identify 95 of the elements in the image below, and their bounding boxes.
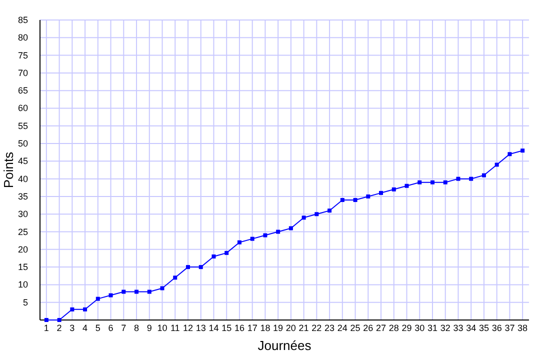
point xyxy=(160,286,164,290)
point xyxy=(147,290,152,294)
x-tick-label: 13 xyxy=(196,323,206,333)
point xyxy=(456,176,460,181)
x-tick-label: 1 xyxy=(44,323,49,333)
x-tick-label: 31 xyxy=(427,323,438,333)
point xyxy=(340,198,344,202)
x-tick-label: 26 xyxy=(363,323,374,333)
x-tick-label: 12 xyxy=(182,323,193,333)
x-tick-label: 29 xyxy=(402,323,412,333)
point xyxy=(186,265,190,270)
x-axis-title: Journées xyxy=(258,338,312,353)
x-tick-label: 5 xyxy=(95,323,100,333)
x-tick-label: 27 xyxy=(376,323,386,333)
point xyxy=(379,190,384,195)
x-tick-label: 11 xyxy=(170,323,180,333)
point xyxy=(443,180,448,184)
point xyxy=(392,187,396,192)
point xyxy=(469,176,474,181)
y-tick-label: 75 xyxy=(18,50,28,60)
x-tick-label: 7 xyxy=(121,323,126,333)
point xyxy=(328,208,332,213)
point xyxy=(404,184,409,188)
point xyxy=(353,198,358,202)
point xyxy=(83,307,88,312)
x-tick-label: 25 xyxy=(350,323,360,333)
point xyxy=(237,240,242,244)
y-tick-label: 55 xyxy=(18,120,28,131)
point xyxy=(224,250,229,255)
x-tick-label: 10 xyxy=(157,323,168,333)
point xyxy=(482,173,486,178)
point xyxy=(44,318,48,322)
point xyxy=(302,216,306,220)
y-tick-label: 20 xyxy=(18,244,28,254)
x-tick-label: 9 xyxy=(146,323,152,333)
point xyxy=(263,233,268,238)
point xyxy=(418,180,422,184)
y-tick-label: 60 xyxy=(18,103,28,114)
x-tick-label: 14 xyxy=(208,323,219,333)
y-tick-label: 70 xyxy=(18,68,28,78)
x-tick-label: 24 xyxy=(337,323,348,333)
point xyxy=(508,152,512,156)
x-tick-label: 30 xyxy=(414,323,425,333)
y-tick-label: 30 xyxy=(18,209,28,220)
y-tick-label: 35 xyxy=(18,191,28,202)
x-tick-label: 18 xyxy=(260,323,270,333)
point xyxy=(250,236,254,241)
x-tick-label: 2 xyxy=(56,323,62,333)
point xyxy=(494,162,499,167)
point xyxy=(96,296,100,301)
y-tick-label: 40 xyxy=(18,174,28,184)
x-tick-label: 15 xyxy=(222,323,232,333)
x-tick-label: 35 xyxy=(478,323,489,333)
point xyxy=(520,148,525,153)
x-tick-label: 23 xyxy=(324,323,335,333)
point xyxy=(314,212,319,216)
point xyxy=(70,307,74,312)
y-tick-label: 50 xyxy=(18,138,28,149)
y-tick-label: 15 xyxy=(18,262,28,272)
x-tick-label: 16 xyxy=(234,323,244,333)
x-tick-label: 33 xyxy=(453,323,464,333)
x-tick-label: 8 xyxy=(134,323,140,333)
point xyxy=(108,293,113,298)
x-tick-label: 34 xyxy=(466,323,476,333)
x-tick-label: 17 xyxy=(247,323,258,333)
x-tick-label: 6 xyxy=(108,323,114,333)
point xyxy=(212,254,216,258)
y-tick-label: 80 xyxy=(18,32,28,43)
x-tick-label: 37 xyxy=(504,323,515,333)
y-tick-label: 25 xyxy=(18,226,28,237)
y-tick-label: 85 xyxy=(18,15,28,25)
x-tick-label: 21 xyxy=(298,323,309,333)
x-tick-label: 38 xyxy=(518,323,528,333)
point xyxy=(276,230,280,234)
y-tick-label: 10 xyxy=(18,280,28,290)
point xyxy=(366,194,370,198)
point xyxy=(198,265,203,270)
x-tick-label: 4 xyxy=(82,323,88,333)
x-tick-label: 3 xyxy=(70,323,75,333)
x-tick-label: 20 xyxy=(286,323,296,333)
x-tick-label: 22 xyxy=(312,323,322,333)
y-tick-label: 45 xyxy=(18,156,28,166)
y-tick-label: 65 xyxy=(18,86,28,96)
y-tick-label: 5 xyxy=(22,297,28,308)
x-tick-label: 19 xyxy=(273,323,284,333)
point xyxy=(134,290,139,294)
point xyxy=(173,276,178,280)
y-axis-title: Points xyxy=(1,151,16,188)
point xyxy=(122,290,126,294)
x-tick-label: 32 xyxy=(440,323,450,333)
point xyxy=(57,318,62,322)
x-tick-label: 36 xyxy=(492,323,502,333)
point xyxy=(430,180,434,184)
x-tick-label: 28 xyxy=(388,323,399,333)
point xyxy=(288,226,293,230)
